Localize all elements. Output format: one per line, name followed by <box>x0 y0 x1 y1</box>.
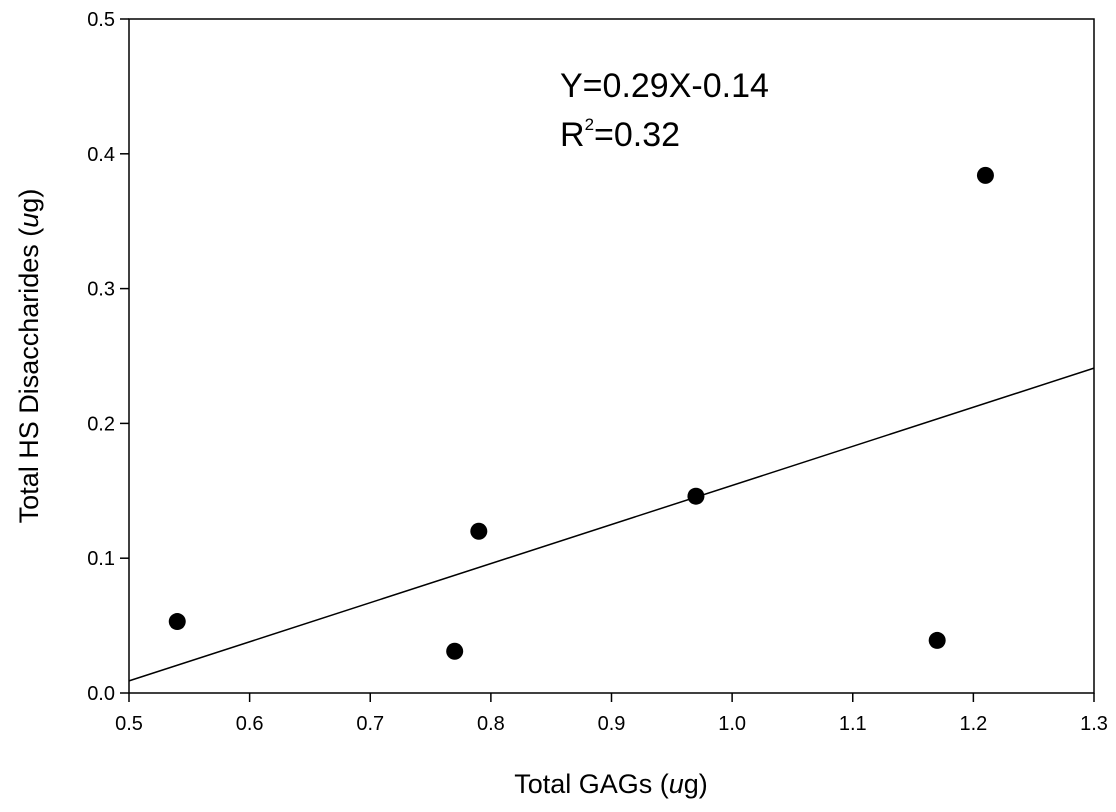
x-tick-label: 1.2 <box>959 713 987 735</box>
data-point <box>976 166 994 184</box>
y-axis: 0.0 0.1 0.2 0.3 0.4 0.5 <box>87 9 129 705</box>
r-squared-superscript: 2 <box>585 115 594 134</box>
y-axis-title: Total HS Disaccharides (ug) <box>14 189 44 524</box>
y-axis-title-unit: u <box>14 213 44 228</box>
y-tick-label: 0.0 <box>87 683 115 705</box>
r-squared-annotation: R2=0.32 <box>560 115 680 154</box>
data-point <box>928 631 946 649</box>
x-tick-label: 0.6 <box>236 713 264 735</box>
x-tick-label: 0.5 <box>115 713 143 735</box>
x-tick-label: 0.9 <box>598 713 626 735</box>
y-tick-label: 0.2 <box>87 413 115 435</box>
x-axis-title: Total GAGs (ug) <box>514 769 708 799</box>
y-tick-label: 0.3 <box>87 279 115 301</box>
data-point <box>687 487 705 505</box>
r-squared-value: =0.32 <box>594 116 680 154</box>
r-squared-letter: R <box>560 116 585 154</box>
regression-line <box>128 367 1095 682</box>
x-tick-label: 1.0 <box>718 713 746 735</box>
equation-annotation: Y=0.29X-0.14 <box>560 67 769 105</box>
x-tick-label: 0.8 <box>477 713 505 735</box>
y-axis-title-main: Total HS Disaccharides ( <box>14 228 44 524</box>
x-tick-label: 1.3 <box>1080 713 1108 735</box>
x-axis-title-main: Total GAGs ( <box>514 769 669 799</box>
x-tick-label: 0.7 <box>356 713 384 735</box>
data-point <box>168 613 186 631</box>
x-axis-title-unit: u <box>669 769 684 799</box>
y-tick-label: 0.1 <box>87 548 115 570</box>
x-axis-title-tail: g) <box>684 769 708 799</box>
y-tick-label: 0.4 <box>87 144 115 166</box>
data-points <box>168 166 994 660</box>
data-point <box>446 642 464 660</box>
y-axis-title-tail: g) <box>14 189 44 213</box>
x-tick-label: 1.1 <box>839 713 867 735</box>
data-point <box>470 522 488 540</box>
y-tick-label: 0.5 <box>87 9 115 31</box>
x-axis: 0.5 0.6 0.7 0.8 0.9 1.0 1.1 1.2 1.3 <box>115 693 1108 735</box>
